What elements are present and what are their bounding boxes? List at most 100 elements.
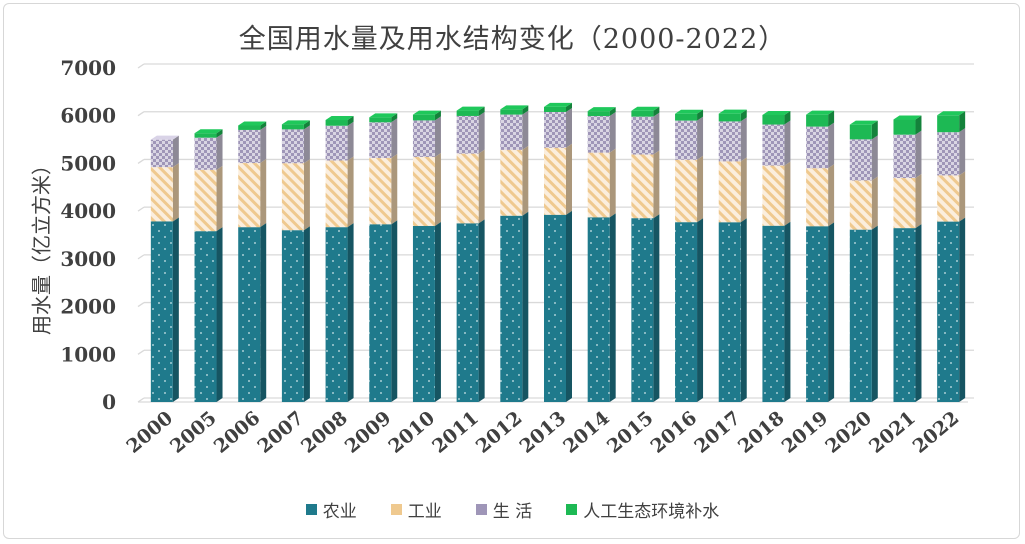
bar-front	[675, 120, 698, 160]
bar-front	[544, 214, 566, 402]
bar-segment-agriculture	[238, 223, 267, 402]
bar-segment-ecological	[325, 116, 354, 126]
legend-swatch	[566, 504, 578, 515]
bar-top	[544, 102, 572, 107]
bar-segment-agriculture	[281, 226, 310, 402]
bar-side	[260, 121, 267, 130]
bar-segment-ecological	[631, 106, 660, 117]
bar-side	[216, 165, 223, 232]
bar-front	[281, 163, 304, 231]
bar-side	[391, 153, 398, 225]
bar-side	[478, 149, 485, 224]
bar-side	[915, 115, 922, 135]
bar-side	[871, 176, 878, 230]
legend-item: 生 活	[475, 497, 532, 522]
bar-side	[828, 122, 835, 169]
bar-front	[849, 124, 872, 140]
bar-front	[631, 110, 654, 117]
bar-front	[893, 134, 916, 179]
bar-front	[325, 125, 348, 161]
bar-side	[828, 164, 835, 227]
bar-front	[544, 106, 566, 112]
bar-front	[369, 122, 392, 158]
bar-segment-industry	[238, 159, 267, 228]
bar-segment-ecological	[412, 110, 441, 121]
bar-front	[762, 165, 785, 226]
bar-side	[609, 213, 616, 402]
bar-top	[937, 111, 966, 116]
bar-segment-ecological	[762, 110, 791, 125]
bar-side	[740, 218, 747, 402]
bar-side	[784, 161, 791, 226]
bar-segment-domestic	[369, 118, 398, 158]
bar-segment-industry	[806, 164, 835, 227]
y-tick-label: 6000	[60, 104, 116, 128]
bar-segment-agriculture	[762, 221, 791, 402]
legend-item: 工业	[390, 497, 442, 522]
bar-top	[281, 120, 310, 125]
bar-segment-ecological	[500, 105, 529, 115]
x-tick-label: 2015	[603, 407, 658, 458]
bar-front	[806, 226, 829, 402]
bar-side	[609, 112, 616, 153]
x-tick-label: 2020	[821, 407, 876, 458]
bar-front	[500, 149, 523, 216]
gridline-depth	[137, 349, 145, 355]
bar-top	[456, 106, 485, 111]
bar-segment-ecological	[238, 121, 267, 130]
bar-side	[697, 116, 704, 160]
bar-segment-domestic	[806, 122, 835, 169]
legend-swatch	[305, 504, 317, 515]
bar-segment-ecological	[587, 107, 616, 117]
gridline-depth	[137, 254, 145, 260]
bar-side	[959, 171, 966, 222]
bar-side	[172, 217, 179, 402]
bar-top	[325, 116, 354, 121]
bar-side	[303, 120, 310, 130]
gridline-depth	[137, 206, 145, 212]
bar-segment-industry	[849, 176, 878, 230]
bar-front	[762, 225, 785, 402]
bar-segment-agriculture	[194, 227, 223, 402]
bar-segment-agriculture	[412, 221, 441, 402]
legend-label: 农业	[322, 502, 357, 522]
bar-top	[893, 115, 922, 120]
x-tick-label: 2022	[909, 407, 964, 458]
bar-segment-agriculture	[544, 210, 572, 402]
bar-segment-industry	[412, 152, 441, 226]
bar-side	[478, 111, 485, 154]
bar-front	[281, 124, 304, 130]
bar-segment-domestic	[675, 116, 704, 160]
legend-item: 农业	[305, 497, 357, 522]
bar-front	[150, 221, 173, 402]
bar-side	[522, 105, 529, 115]
x-tick-label: 2006	[210, 407, 265, 458]
legend-label: 工业	[407, 502, 442, 522]
bar-segment-ecological	[194, 129, 223, 138]
bar-side	[172, 135, 179, 168]
bar-front	[281, 129, 304, 164]
bar-side	[566, 143, 572, 215]
bar-front	[369, 157, 392, 225]
bar-front	[849, 139, 872, 181]
bar-front	[194, 133, 217, 138]
bar-segment-agriculture	[150, 217, 179, 402]
bar-side	[260, 223, 267, 402]
bar-front	[587, 111, 610, 117]
bar-side	[653, 106, 660, 117]
bar-segment-agriculture	[631, 214, 660, 402]
bar-front	[849, 229, 872, 402]
bar-front	[325, 160, 348, 228]
bar-top	[806, 110, 835, 115]
bar-segment-domestic	[893, 130, 922, 179]
bar-side	[784, 110, 791, 125]
bar-top	[238, 121, 267, 126]
bar-side	[260, 125, 267, 164]
x-tick-label: 2011	[428, 407, 483, 458]
x-tick-label: 2005	[166, 407, 221, 458]
bar-segment-ecological	[369, 113, 398, 123]
bar-front	[893, 178, 916, 229]
y-tick-label: 7000	[60, 56, 116, 80]
gridline-depth	[137, 397, 145, 403]
bar-front	[631, 154, 654, 219]
